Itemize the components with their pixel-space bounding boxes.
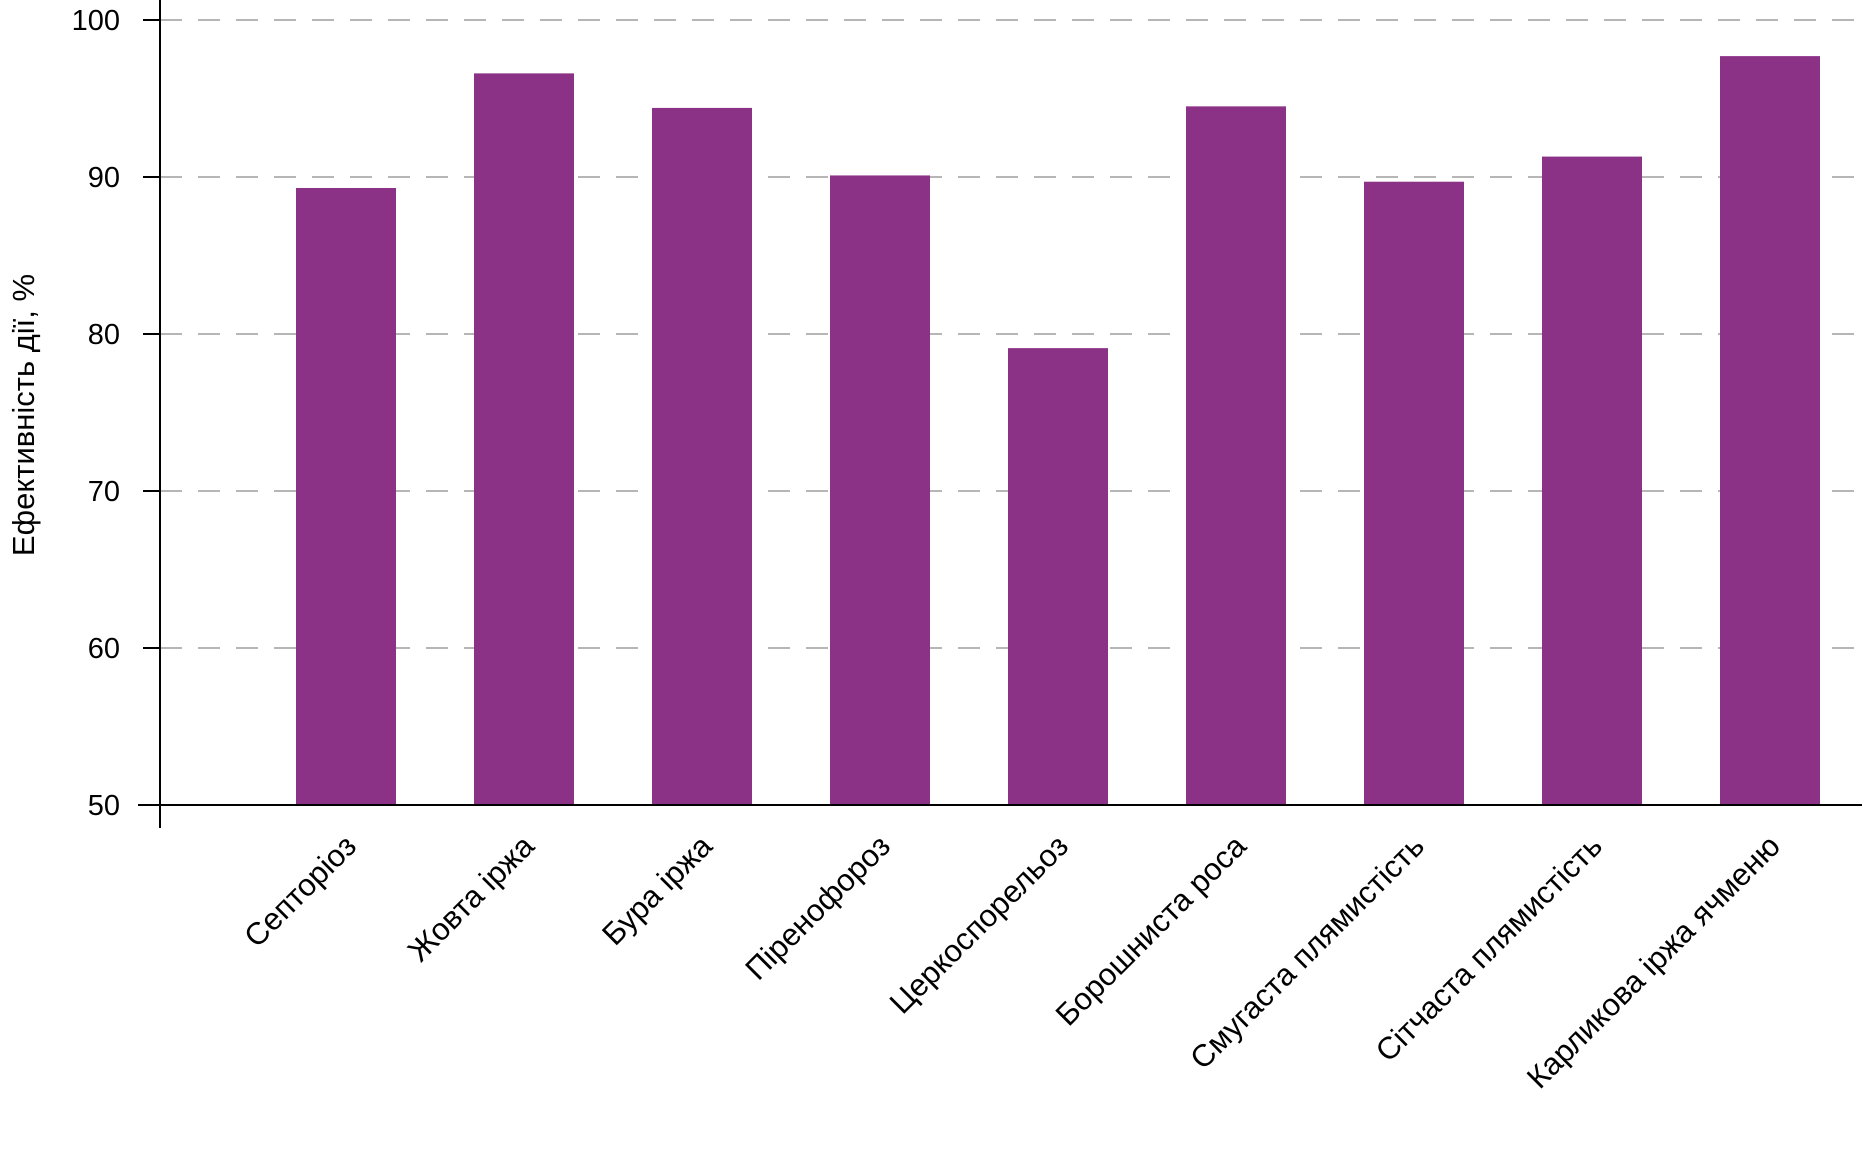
y-tick-label: 90 xyxy=(88,162,120,194)
bar xyxy=(1720,56,1820,806)
category-label: Бура іржа xyxy=(595,828,719,952)
bar xyxy=(474,73,574,805)
y-tick-label: 80 xyxy=(88,319,120,351)
bar xyxy=(1542,156,1642,806)
bar xyxy=(296,187,396,806)
y-tick-label: 100 xyxy=(72,5,120,37)
category-label: Жовта іржа xyxy=(401,828,542,969)
category-label: Септоріоз xyxy=(237,828,363,954)
axes xyxy=(138,0,1862,828)
category-label: Церкоспорельоз xyxy=(883,828,1075,1020)
y-axis-title: Ефективність дії, % xyxy=(6,274,41,556)
y-tick-label: 50 xyxy=(88,790,120,822)
bar xyxy=(830,175,930,805)
y-tick-label: 70 xyxy=(88,476,120,508)
bar xyxy=(1364,181,1464,805)
bars xyxy=(296,56,1820,806)
category-labels: Септоріоз Жовта іржа Бура іржа ПіренофорозЦ… xyxy=(237,828,1787,1096)
category-label: Піренофороз xyxy=(738,828,896,986)
bar xyxy=(652,107,752,806)
y-tick-label: 60 xyxy=(88,633,120,665)
category-label: Борошниста роса xyxy=(1049,828,1254,1033)
bar xyxy=(1186,106,1286,806)
bar xyxy=(1008,348,1108,805)
y-tick-labels: 50 60 70 80 90 100 xyxy=(72,5,120,822)
